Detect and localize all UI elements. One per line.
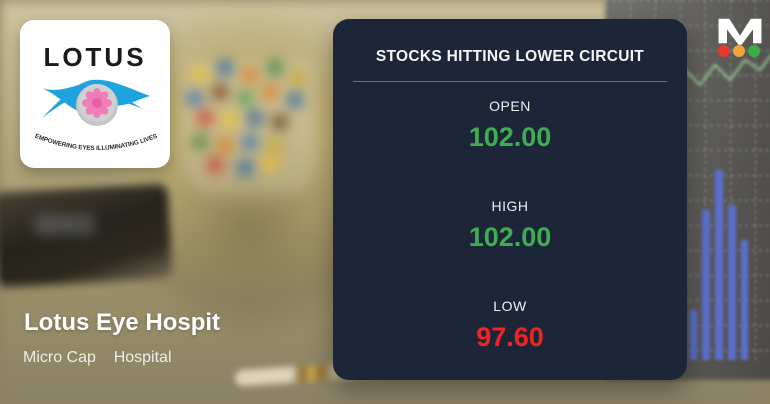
svg-text:LOTUS: LOTUS [43, 42, 146, 72]
svg-text:EMPOWERING EYES ILLUMINATING L: EMPOWERING EYES ILLUMINATING LIVES [34, 133, 158, 152]
